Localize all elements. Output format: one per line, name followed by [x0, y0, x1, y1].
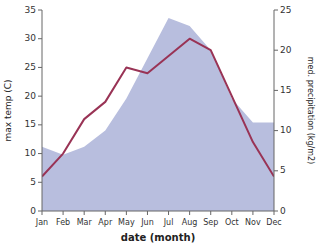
x-tick-label: Oct — [225, 218, 239, 227]
y-axis-title: max temp (C) — [3, 79, 13, 141]
x-tick-label: Sep — [203, 218, 218, 227]
x-axis-title: date (month) — [121, 232, 195, 243]
x-tick — [189, 211, 190, 215]
y-tick — [38, 96, 42, 97]
y-tick-label: 15 — [25, 119, 36, 129]
y2-tick — [274, 90, 278, 91]
y2-tick-label: 25 — [280, 5, 291, 15]
x-tick — [84, 211, 85, 215]
y2-tick-label: 15 — [280, 85, 291, 95]
x-tick-label: May — [118, 218, 135, 227]
x-tick — [42, 211, 43, 215]
x-tick — [231, 211, 232, 215]
y2-tick-label: 10 — [280, 125, 292, 135]
y2-tick — [274, 10, 278, 11]
x-tick-label: Mar — [77, 218, 93, 227]
precip-area — [42, 18, 274, 211]
x-tick-label: Apr — [98, 218, 113, 227]
y-tick-label: 20 — [25, 91, 37, 101]
x-axis-line — [42, 211, 274, 212]
y2-tick — [274, 130, 278, 131]
y-tick — [38, 153, 42, 154]
y-tick — [38, 182, 42, 183]
y-tick-label: 5 — [30, 177, 36, 187]
x-tick-label: Jul — [163, 218, 174, 227]
y-tick-label: 25 — [25, 62, 36, 72]
x-tick-label: Nov — [245, 218, 261, 227]
y2-tick-label: 0 — [280, 206, 286, 216]
x-tick — [168, 211, 169, 215]
x-tick — [63, 211, 64, 215]
y2-tick-label: 5 — [280, 165, 286, 175]
x-tick-label: Feb — [56, 218, 70, 227]
x-tick-label: Aug — [182, 218, 198, 227]
plot-area — [42, 18, 274, 211]
x-tick — [210, 211, 211, 215]
y-tick — [38, 38, 42, 39]
x-tick — [105, 211, 106, 215]
y2-axis-line — [274, 10, 275, 211]
y2-tick — [274, 50, 278, 51]
x-tick — [274, 211, 275, 215]
x-tick-label: Jan — [35, 218, 48, 227]
y-tick — [38, 124, 42, 125]
x-tick-label: Jun — [140, 218, 154, 227]
y-tick-label: 10 — [25, 148, 37, 158]
y2-tick-label: 20 — [280, 45, 292, 55]
y2-tick — [274, 170, 278, 171]
chart: 0 5 10 15 20 25 30 35 0 5 10 15 20 25 Jan Feb Mar Apr May J… — [0, 0, 318, 247]
y-axis-line — [42, 10, 43, 211]
y2-tick — [274, 211, 278, 212]
y-tick — [38, 67, 42, 68]
x-tick — [147, 211, 148, 215]
y-tick-label: 35 — [25, 5, 36, 15]
temp-line — [42, 39, 274, 177]
x-tick-label: Dec — [266, 218, 281, 227]
x-tick — [252, 211, 253, 215]
x-tick — [126, 211, 127, 215]
y-tick-label: 30 — [25, 33, 37, 43]
y-tick — [38, 10, 42, 11]
y-tick-label: 0 — [30, 206, 36, 216]
y-tick — [38, 211, 42, 212]
y2-axis-title: med. precipitation (kg/m2) — [306, 57, 315, 164]
